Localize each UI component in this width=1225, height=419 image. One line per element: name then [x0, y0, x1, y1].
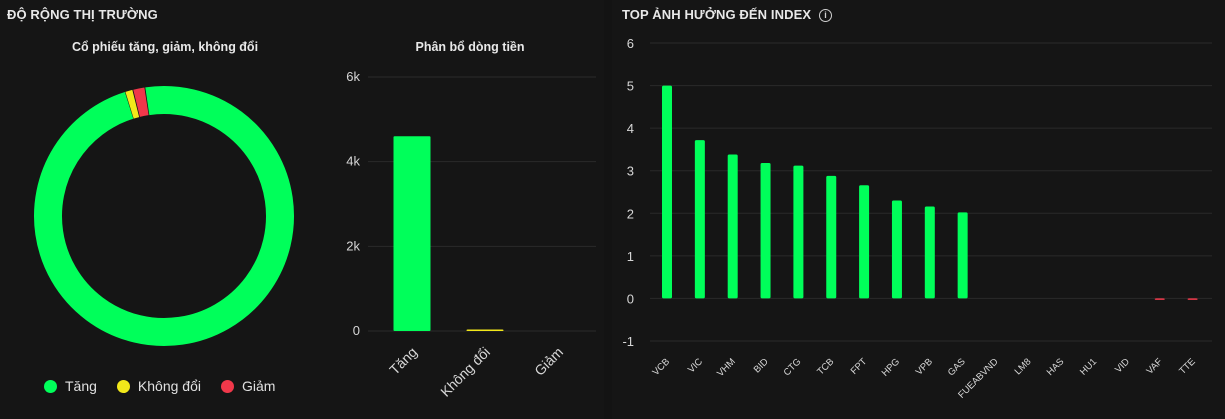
panel-title: ĐỘ RỘNG THỊ TRƯỜNG — [7, 7, 158, 22]
y-tick-label: 4k — [346, 154, 360, 169]
x-tick-label: GAS — [946, 356, 968, 378]
y-tick-label: 2k — [346, 238, 360, 253]
bar-flat — [466, 329, 504, 331]
y-tick-label: 6 — [627, 36, 634, 51]
bar-vcb — [662, 85, 672, 299]
top-influence-title: TOP ẢNH HƯỞNG ĐẾN INDEX i — [622, 7, 833, 22]
legend-flat-dot — [116, 379, 130, 393]
bar-hpg — [891, 200, 902, 299]
x-tick-label: Tăng — [386, 344, 420, 378]
money-flow-chart: 0 2k 4k 6k Tăng Không đổi Giảm — [346, 69, 596, 400]
x-tick-label: LM8 — [1013, 356, 1034, 377]
y-tick-label: 6k — [346, 69, 360, 84]
y-tick-label: 5 — [627, 79, 634, 94]
bar-up — [393, 136, 431, 331]
x-tick-label: HU1 — [1078, 356, 1099, 377]
donut-chart — [34, 86, 294, 346]
donut-chart-title: Cổ phiếu tăng, giảm, không đổi — [71, 40, 259, 54]
bar-chart-title: Phân bổ dòng tiền — [415, 40, 525, 54]
bar-tcb — [826, 175, 837, 299]
legend-up-label: Tăng — [65, 378, 97, 394]
bar-vpb — [924, 206, 935, 299]
bar-vic — [694, 140, 705, 299]
x-tick-label: VAF — [1145, 356, 1165, 376]
x-tick-label: HPG — [880, 356, 902, 378]
x-tick-label: VID — [1113, 356, 1132, 375]
bar-bid — [760, 163, 771, 299]
legend-item-up[interactable]: Tăng — [44, 378, 97, 394]
y-tick-label: 4 — [627, 121, 634, 136]
donut-slice-down — [34, 86, 294, 346]
market-breadth-panel: ĐỘ RỘNG THỊ TRƯỜNG Cổ phiếu tăng, giảm, … — [0, 0, 604, 419]
bar-vhm — [727, 154, 738, 299]
x-tick-label: FPT — [849, 356, 870, 377]
x-tick-label: BID — [752, 356, 771, 375]
info-icon[interactable]: i — [819, 9, 833, 22]
y-tick-label: 2 — [627, 206, 634, 221]
legend-item-down[interactable]: Giảm — [220, 378, 276, 394]
bar-vaf — [1154, 298, 1165, 300]
donut-legend: Tăng Không đổi Giảm — [44, 378, 295, 394]
x-tick-label: VPB — [914, 356, 935, 377]
y-tick-label: 3 — [627, 164, 634, 179]
x-tick-label: Giảm — [531, 344, 566, 379]
x-tick-label: VIC — [686, 356, 705, 375]
x-tick-label: VCB — [651, 356, 673, 378]
x-tick-label: TTE — [1177, 356, 1197, 376]
bar-fpt — [859, 185, 870, 299]
bar-gas — [957, 212, 968, 299]
y-tick-label: 0 — [627, 291, 634, 306]
top-influence-title-text: TOP ẢNH HƯỞNG ĐẾN INDEX — [622, 7, 812, 22]
x-tick-label: TCB — [815, 356, 836, 377]
x-tick-label: Không đổi — [437, 344, 493, 400]
top-influence-panel: TOP ẢNH HƯỞNG ĐẾN INDEX i -1 0 1 2 3 4 5 6 VCB VIC… — [612, 0, 1225, 419]
donut-slice-up — [34, 86, 294, 346]
legend-down-dot — [220, 379, 234, 393]
legend-flat-label: Không đổi — [137, 378, 201, 394]
bar-tte — [1187, 298, 1198, 300]
legend-item-flat[interactable]: Không đổi — [116, 378, 201, 394]
bar-ctg — [793, 165, 804, 299]
x-tick-label: HAS — [1045, 356, 1067, 378]
legend-down-label: Giảm — [241, 378, 276, 394]
x-tick-label: VHM — [715, 356, 738, 379]
donut-slice-flat — [34, 86, 294, 346]
y-tick-label: 0 — [353, 323, 360, 338]
y-tick-label: 1 — [627, 249, 634, 264]
x-tick-label: CTG — [782, 356, 804, 378]
y-tick-label: -1 — [622, 334, 634, 349]
legend-up-dot — [44, 379, 57, 393]
